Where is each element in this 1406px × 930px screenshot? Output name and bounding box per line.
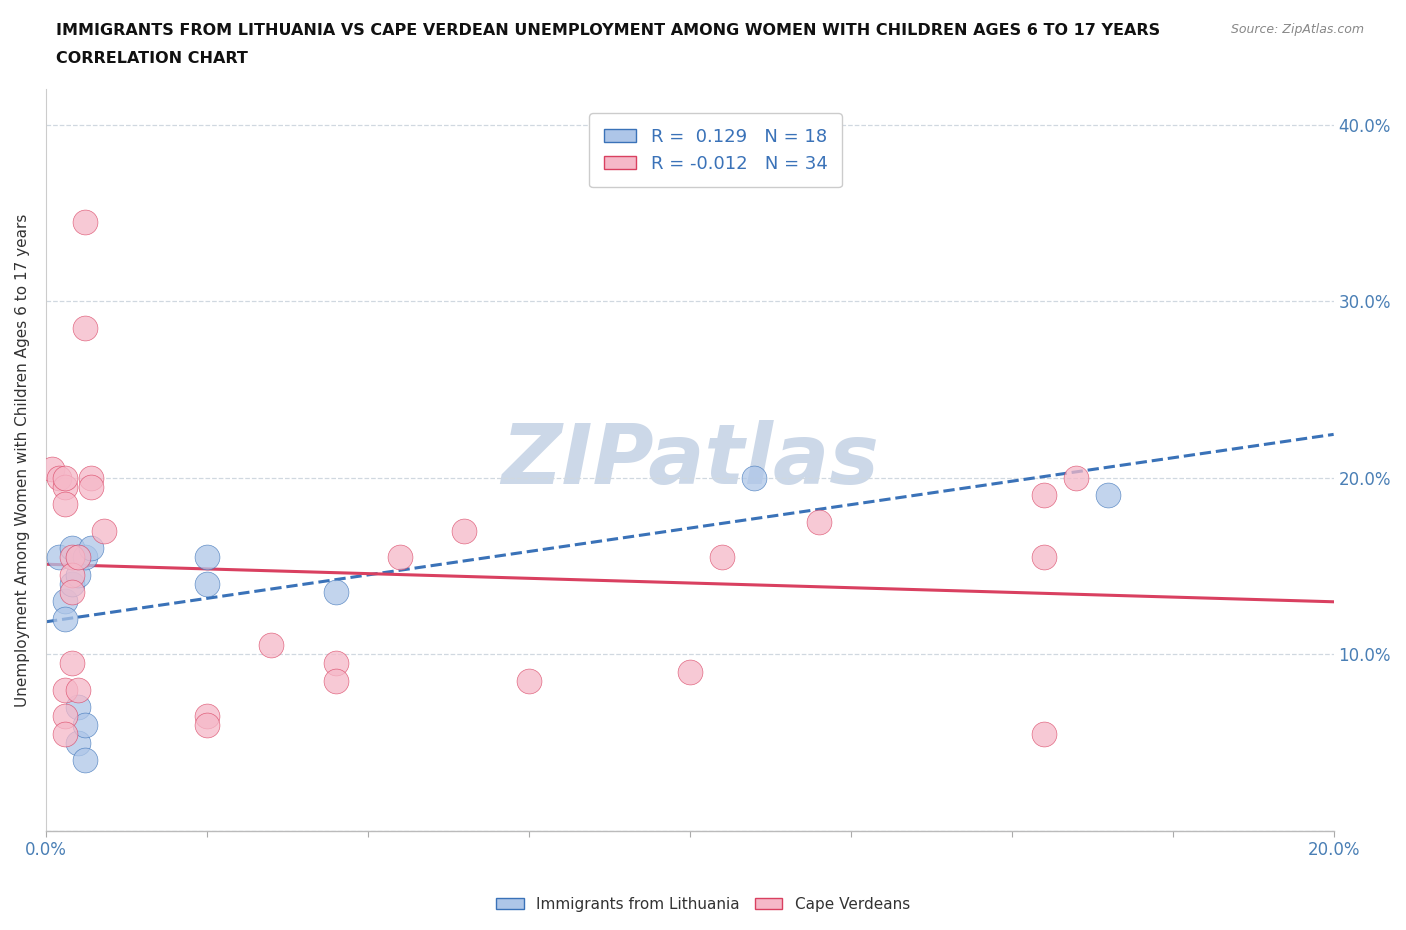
Point — [53, 497, 76, 512]
Legend: Immigrants from Lithuania, Cape Verdeans: Immigrants from Lithuania, Cape Verdeans — [491, 891, 915, 918]
Point — [67, 699, 90, 714]
Point — [195, 550, 218, 565]
Point — [195, 717, 218, 732]
Point — [60, 585, 83, 600]
Point — [711, 550, 734, 565]
Point — [679, 664, 702, 679]
Point — [195, 577, 218, 591]
Point — [325, 585, 347, 600]
Point — [53, 471, 76, 485]
Text: ZIPatlas: ZIPatlas — [501, 419, 879, 500]
Point — [80, 479, 103, 494]
Text: IMMIGRANTS FROM LITHUANIA VS CAPE VERDEAN UNEMPLOYMENT AMONG WOMEN WITH CHILDREN: IMMIGRANTS FROM LITHUANIA VS CAPE VERDEA… — [56, 23, 1160, 38]
Point — [60, 577, 83, 591]
Point — [41, 461, 63, 476]
Point — [67, 735, 90, 750]
Point — [73, 320, 96, 335]
Point — [325, 673, 347, 688]
Point — [48, 471, 70, 485]
Point — [1032, 488, 1054, 503]
Point — [73, 550, 96, 565]
Point — [67, 550, 90, 565]
Point — [53, 682, 76, 697]
Point — [60, 656, 83, 671]
Point — [742, 471, 765, 485]
Point — [53, 726, 76, 741]
Point — [60, 567, 83, 582]
Point — [1097, 488, 1119, 503]
Point — [453, 524, 475, 538]
Point — [60, 550, 83, 565]
Point — [325, 656, 347, 671]
Point — [93, 524, 115, 538]
Text: CORRELATION CHART: CORRELATION CHART — [56, 51, 247, 66]
Point — [1064, 471, 1087, 485]
Point — [73, 214, 96, 229]
Text: Source: ZipAtlas.com: Source: ZipAtlas.com — [1230, 23, 1364, 36]
Point — [53, 709, 76, 724]
Point — [1032, 550, 1054, 565]
Point — [48, 550, 70, 565]
Point — [389, 550, 412, 565]
Point — [73, 717, 96, 732]
Point — [517, 673, 540, 688]
Point — [195, 709, 218, 724]
Point — [53, 479, 76, 494]
Point — [67, 682, 90, 697]
Legend: R =  0.129   N = 18, R = -0.012   N = 34: R = 0.129 N = 18, R = -0.012 N = 34 — [589, 113, 842, 187]
Point — [53, 594, 76, 609]
Point — [80, 471, 103, 485]
Point — [67, 550, 90, 565]
Y-axis label: Unemployment Among Women with Children Ages 6 to 17 years: Unemployment Among Women with Children A… — [15, 213, 30, 707]
Point — [73, 752, 96, 767]
Point — [807, 514, 830, 529]
Point — [80, 541, 103, 556]
Point — [1032, 726, 1054, 741]
Point — [60, 541, 83, 556]
Point — [67, 567, 90, 582]
Point — [260, 638, 283, 653]
Point — [53, 612, 76, 627]
